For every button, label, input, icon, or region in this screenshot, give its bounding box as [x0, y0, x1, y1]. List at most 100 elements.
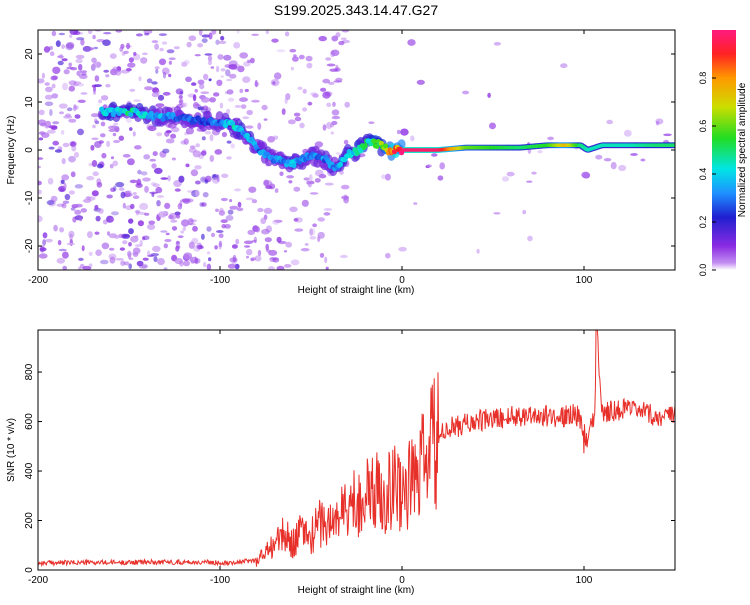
- noise-blob: [257, 122, 262, 130]
- noise-blob: [57, 239, 62, 246]
- noise-blob: [154, 66, 160, 70]
- noise-blob: [221, 173, 229, 178]
- noise-blob: [87, 30, 93, 35]
- noise-blob: [294, 116, 302, 122]
- noise-blob: [159, 47, 164, 52]
- noise-blob: [218, 233, 224, 238]
- noise-blob: [75, 54, 85, 60]
- x-tick-label: -100: [210, 275, 230, 286]
- ridge-core: [371, 138, 377, 144]
- noise-blob: [226, 108, 231, 115]
- noise-blob: [318, 35, 328, 42]
- noise-blob: [56, 203, 65, 207]
- noise-blob: [293, 186, 301, 192]
- noise-blob: [274, 188, 279, 194]
- noise-blob: [139, 239, 143, 246]
- noise-blob: [227, 97, 235, 102]
- noise-blob: [58, 32, 66, 36]
- noise-blob: [89, 47, 95, 51]
- noise-blob: [344, 101, 351, 108]
- noise-blob: [80, 92, 88, 95]
- noise-blob: [655, 120, 660, 126]
- noise-blob: [149, 158, 157, 162]
- noise-blob: [123, 50, 129, 54]
- noise-blob: [220, 68, 226, 72]
- noise-blob: [154, 43, 160, 50]
- noise-blob: [103, 69, 109, 73]
- noise-blob: [68, 85, 76, 92]
- noise-blob: [201, 38, 208, 43]
- noise-blob: [92, 34, 96, 40]
- noise-blob: [142, 177, 151, 182]
- noise-blob: [100, 259, 109, 265]
- noise-blob: [155, 103, 165, 107]
- noise-blob: [219, 102, 224, 109]
- noise-blob: [48, 125, 58, 129]
- noise-blob: [202, 105, 209, 111]
- noise-blob: [215, 208, 219, 212]
- noise-blob: [168, 212, 177, 220]
- noise-blob: [193, 245, 201, 252]
- noise-blob: [201, 136, 206, 141]
- noise-blob: [174, 257, 183, 265]
- noise-blob: [122, 202, 126, 209]
- noise-blob: [323, 212, 331, 216]
- noise-blob: [312, 93, 319, 98]
- noise-blob: [128, 228, 134, 235]
- noise-blob: [330, 49, 340, 57]
- colorbar: 0.0 0.2 0.4 0.6 0.8 Normalized spectral ampl…: [698, 30, 748, 276]
- noise-blob: [41, 72, 46, 79]
- noise-blob: [226, 140, 232, 144]
- noise-blob: [279, 171, 284, 177]
- noise-blob: [90, 113, 100, 118]
- noise-blob: [208, 257, 212, 262]
- noise-blob: [155, 68, 159, 74]
- noise-blob: [331, 115, 341, 120]
- noise-blob: [218, 40, 227, 45]
- noise-blob: [231, 259, 237, 265]
- noise-blob: [251, 199, 258, 204]
- noise-blob: [47, 177, 54, 185]
- noise-blob: [61, 58, 68, 62]
- noise-blob: [42, 232, 48, 239]
- noise-blob: [53, 224, 58, 232]
- noise-blob: [255, 226, 260, 233]
- noise-blob: [235, 238, 240, 245]
- noise-blob: [261, 228, 270, 235]
- noise-blob: [45, 86, 53, 93]
- noise-blob: [398, 246, 407, 252]
- noise-blob: [218, 240, 223, 248]
- noise-blob: [501, 176, 510, 182]
- noise-blob: [203, 262, 207, 268]
- noise-blob: [173, 46, 180, 50]
- noise-blob: [177, 235, 184, 238]
- noise-blob: [68, 62, 72, 67]
- noise-blob: [63, 69, 70, 75]
- noise-blob: [119, 46, 124, 52]
- noise-blob: [69, 233, 73, 241]
- noise-blob: [115, 258, 124, 261]
- noise-blob: [197, 79, 205, 85]
- noise-blob: [220, 219, 228, 224]
- noise-blob: [100, 121, 106, 127]
- noise-blob: [171, 226, 178, 231]
- noise-blob: [194, 104, 201, 107]
- noise-blob: [323, 208, 333, 211]
- noise-blob: [118, 187, 125, 191]
- noise-blob: [93, 85, 96, 93]
- noise-blob: [431, 153, 438, 157]
- noise-blob: [244, 245, 251, 248]
- noise-blob: [49, 109, 53, 116]
- noise-blob: [152, 87, 160, 94]
- noise-blob: [183, 138, 189, 145]
- noise-blob: [326, 102, 332, 108]
- noise-blob: [162, 91, 171, 96]
- noise-blob: [48, 146, 55, 150]
- noise-blob: [201, 233, 205, 240]
- noise-blob: [70, 171, 76, 178]
- noise-blob: [92, 61, 102, 68]
- noise-blob: [125, 118, 132, 123]
- noise-blob: [324, 256, 328, 264]
- noise-blob: [268, 266, 275, 270]
- noise-blob: [234, 263, 240, 270]
